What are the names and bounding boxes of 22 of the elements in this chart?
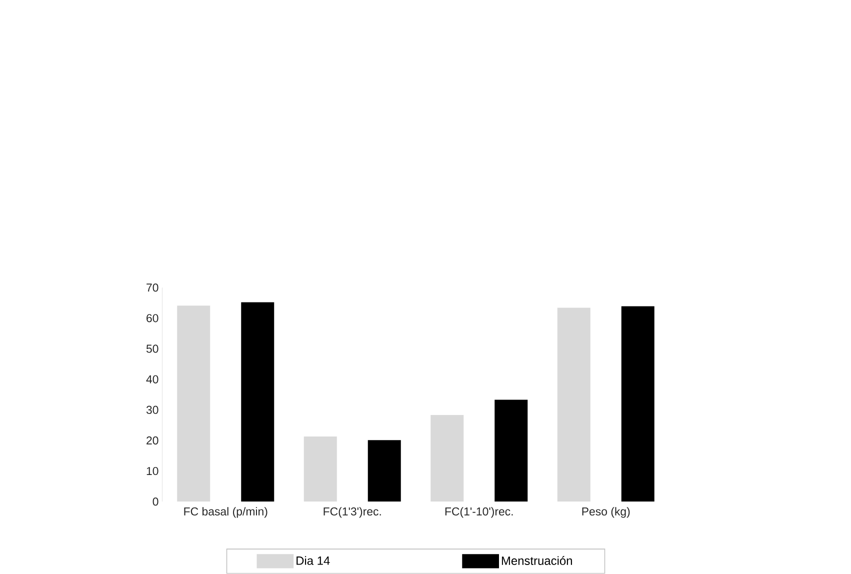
bar <box>241 302 274 502</box>
y-tick-label: 30 <box>146 406 158 414</box>
x-tick-label: FC(1'-10')rec. <box>445 507 513 518</box>
y-tick-label: 70 <box>146 284 158 292</box>
x-tick-label: FC basal (p/min) <box>184 507 268 518</box>
bar <box>177 306 210 502</box>
legend-label: Menstruación <box>502 556 572 566</box>
x-tick-label: Peso (kg) <box>582 507 630 518</box>
bar <box>430 415 464 502</box>
y-tick-label: 0 <box>152 498 158 506</box>
y-tick-label: 50 <box>146 344 158 353</box>
y-tick-label: 60 <box>146 314 158 322</box>
y-tick-label: 40 <box>146 375 158 384</box>
bar <box>368 440 401 502</box>
x-tick-label: FC(1'3')rec. <box>324 507 381 518</box>
bar <box>494 400 528 502</box>
y-tick-label: 20 <box>146 436 158 445</box>
bar <box>557 308 590 502</box>
bar <box>621 306 654 502</box>
y-tick-label: 10 <box>146 467 158 476</box>
legend-label: Dia 14 <box>296 556 330 566</box>
bar <box>304 436 337 502</box>
